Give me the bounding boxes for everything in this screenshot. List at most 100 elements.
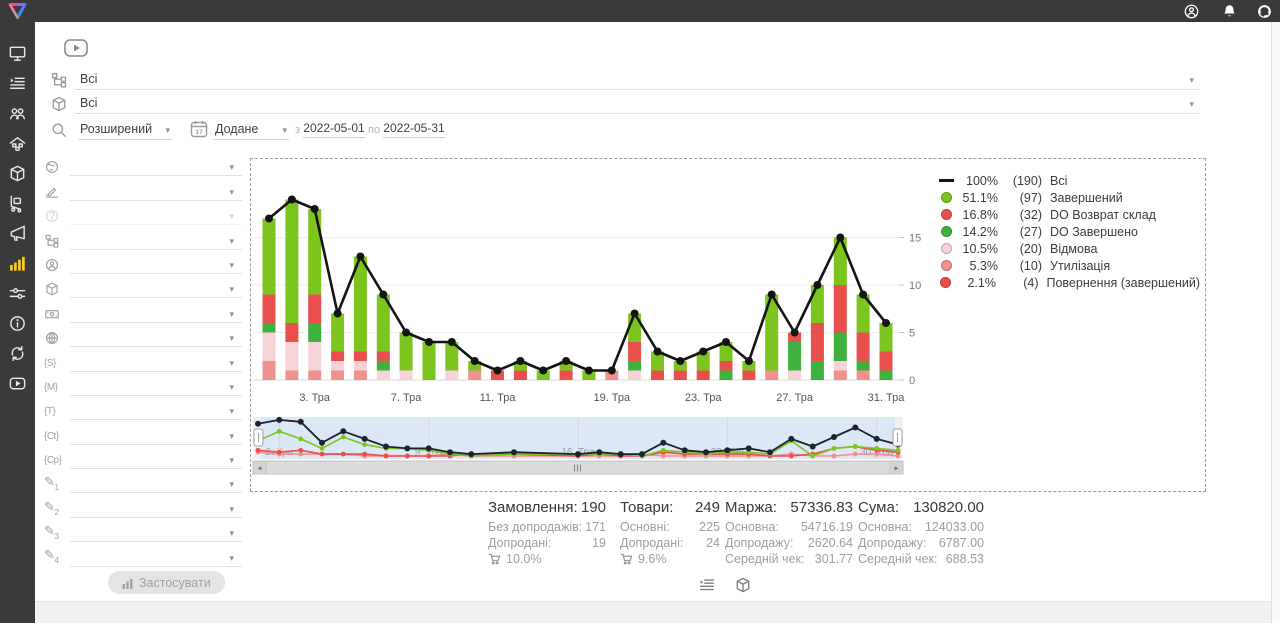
user-icon[interactable] [1183, 3, 1200, 20]
filter-select-line[interactable]: ▾ [70, 305, 242, 323]
filter-select-line[interactable]: ▾ [70, 427, 242, 445]
legend-swatch [938, 260, 954, 271]
stat-sub-value: 2620.64 [807, 536, 853, 550]
svg-text:◂: ◂ [257, 464, 261, 473]
stat-sub-value: 171 [585, 520, 606, 534]
filter-select-s-param[interactable]: {S} ▾ [44, 347, 242, 372]
legend-percent: 5.3% [969, 258, 999, 273]
stat-sub-value: 225 [699, 520, 720, 534]
legend-item[interactable]: 10.5% (20) Відмова [938, 240, 1200, 257]
m-param-icon: {M} [44, 381, 58, 393]
legend-swatch [938, 192, 954, 203]
filter-column: ▾ ▾ ▾ ▾ ▾ ▾ ▾ ▾ {S} ▾ {M} ▾ {T} ▾ {Ct} ▾ {Cp} ▾ ✎1 ▾ ✎2 ▾ ✎3 ▾ ✎… [44, 152, 242, 567]
date-to-input[interactable] [383, 121, 445, 138]
legend-item[interactable]: 2.1% (4) Повернення (завершений) [938, 274, 1200, 291]
sidebar-item-procurement[interactable] [8, 194, 27, 213]
t-param-icon: {T} [44, 406, 56, 418]
stat-sub-value: 24 [706, 536, 720, 550]
stat-cart-percent: 10.0% [506, 552, 542, 566]
search-mode-select[interactable]: Розширений ▾ [78, 119, 172, 140]
legend-item[interactable]: 14.2% (27) DO Завершено [938, 223, 1200, 240]
sidebar-item-video-tutorials[interactable] [8, 374, 27, 393]
filter-select-m-param[interactable]: {M} ▾ [44, 372, 242, 396]
filter-select-hierarchy[interactable]: ▾ [44, 225, 242, 250]
filter-select-product[interactable]: ▾ [44, 274, 242, 299]
filter-select-custom-1[interactable]: ✎1 ▾ [44, 469, 242, 494]
status-filter-select[interactable]: Всі ▾ [76, 69, 1200, 90]
date-to-label: по [368, 124, 381, 136]
legend-item[interactable]: 100% (190) Всі [938, 172, 1200, 189]
sidebar-item-customers[interactable] [8, 104, 27, 123]
filter-select-line[interactable]: ▾ [70, 207, 242, 226]
products-view-toggle-icon[interactable] [734, 576, 752, 594]
sidebar-item-info[interactable] [8, 314, 27, 333]
filter-select-line[interactable]: ▾ [70, 475, 242, 494]
stat-sub-value: 124033.00 [924, 520, 984, 534]
svg-text:17: 17 [195, 129, 203, 136]
filter-select-custom-3[interactable]: ✎3 ▾ [44, 518, 242, 543]
filter-select-t-param[interactable]: {T} ▾ [44, 396, 242, 421]
stat-sub-label: Допродані: [620, 536, 684, 550]
apply-button[interactable]: Застосувати [108, 571, 225, 594]
legend-swatch [938, 179, 954, 182]
mini-chart-icon [122, 578, 133, 589]
page-scrollbar[interactable] [1271, 22, 1280, 623]
filter-select-line[interactable]: ▾ [70, 549, 242, 567]
sidebar-item-products[interactable] [8, 164, 27, 183]
stat-title: Сума: [858, 499, 899, 516]
sidebar-item-marketing[interactable] [8, 224, 27, 243]
legend-item[interactable]: 5.3% (10) Утилізація [938, 257, 1200, 274]
filter-select-line[interactable]: ▾ [70, 183, 242, 201]
filter-select-line[interactable]: ▾ [70, 354, 242, 372]
sidebar-item-automation[interactable] [8, 284, 27, 303]
filter-select-line[interactable]: ▾ [70, 402, 242, 421]
date-field-select[interactable]: Додане ▾ [213, 119, 289, 140]
bell-icon[interactable] [1221, 3, 1238, 20]
filter-select-custom-4[interactable]: ✎4 ▾ [44, 542, 242, 567]
support-icon[interactable] [1256, 3, 1273, 20]
chevron-down-icon: ▾ [229, 259, 234, 270]
filter-select-line[interactable]: ▾ [70, 378, 242, 396]
filter-select-question: ▾ [44, 201, 242, 226]
filter-select-signature[interactable]: ▾ [44, 176, 242, 201]
filter-select-globe[interactable]: ▾ [44, 323, 242, 348]
sidebar-item-updates[interactable] [8, 344, 27, 363]
legend-item[interactable]: 16.8% (32) DO Возврат склад [938, 206, 1200, 223]
filter-select-line[interactable]: ▾ [70, 280, 242, 299]
filter-select-cp-param[interactable]: {Cp} ▾ [44, 445, 242, 470]
filter-select-ct-param[interactable]: {Ct} ▾ [44, 420, 242, 445]
legend-item[interactable]: 51.1% (97) Завершений [938, 189, 1200, 206]
legend-label: Повернення (завершений) [1046, 275, 1200, 290]
filter-select-line[interactable]: ▾ [70, 256, 242, 274]
sidebar-item-warehouse[interactable] [8, 134, 27, 153]
filter-select-line[interactable]: ▾ [70, 158, 242, 177]
filter-select-line[interactable]: ▾ [70, 329, 242, 348]
chevron-down-icon: ▾ [165, 125, 170, 135]
sidebar [0, 22, 35, 623]
filter-select-line[interactable]: ▾ [70, 500, 242, 518]
filter-select-custom-2[interactable]: ✎2 ▾ [44, 493, 242, 518]
date-from-input[interactable] [303, 121, 365, 138]
filter-select-line[interactable]: ▾ [70, 451, 242, 470]
product-filter-select[interactable]: Всі ▾ [76, 93, 1200, 114]
sidebar-item-orders[interactable] [8, 74, 27, 93]
scrollbar-grip[interactable]: ||| [574, 465, 583, 472]
filter-select-manager[interactable]: ▾ [44, 250, 242, 274]
orders-view-toggle-icon[interactable] [698, 576, 716, 594]
filter-select-payment[interactable]: ▾ [44, 298, 242, 323]
filter-select-planet[interactable]: ▾ [44, 152, 242, 177]
video-help-icon[interactable] [64, 39, 88, 57]
manager-icon [44, 257, 70, 274]
legend-count: (10) [1019, 258, 1042, 273]
scroll-left-arrow[interactable] [252, 460, 267, 475]
filter-select-line[interactable]: ▾ [70, 232, 242, 250]
filter-select-line[interactable]: ▾ [70, 524, 242, 543]
sidebar-item-analytics[interactable] [8, 254, 27, 273]
main-chart[interactable]: 0 5 10 15 3. Тра 7. Тра 11. Тра 19. Тра 23. Тра 2… [251, 159, 1204, 489]
sidebar-item-dashboard[interactable] [8, 44, 27, 63]
chevron-down-icon: ▾ [229, 430, 234, 441]
scroll-right-arrow[interactable] [889, 460, 904, 475]
payment-icon [44, 306, 70, 323]
legend-label: Утилізація [1050, 258, 1111, 273]
